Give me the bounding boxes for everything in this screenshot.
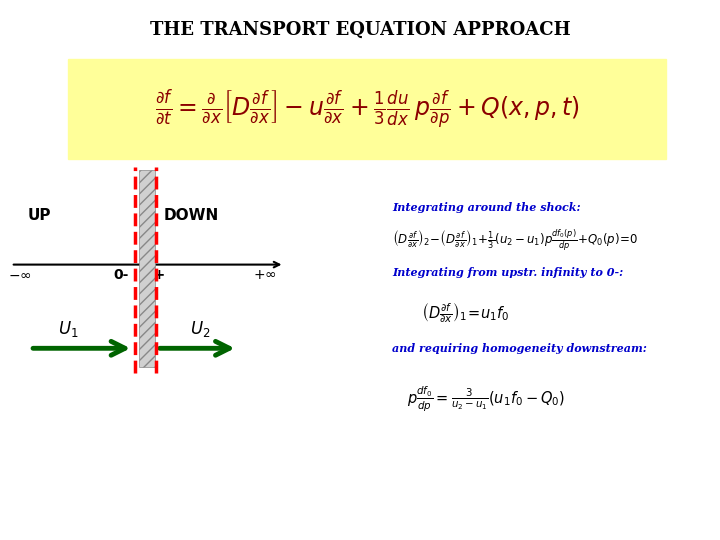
Text: $\frac{\partial f}{\partial t} = \frac{\partial}{\partial x}\left[D\frac{\partia: $\frac{\partial f}{\partial t} = \frac{\… <box>155 89 580 131</box>
Text: $U_1$: $U_1$ <box>58 319 78 340</box>
FancyBboxPatch shape <box>68 59 666 159</box>
Text: DOWN: DOWN <box>163 208 218 224</box>
Text: $U_2$: $U_2$ <box>190 319 210 340</box>
Text: 0-: 0- <box>113 268 129 282</box>
Bar <box>139 170 155 367</box>
Text: 0+: 0+ <box>144 268 166 282</box>
Text: $\left(D\frac{\partial f}{\partial x}\right)_1\!=\!u_1 f_0$: $\left(D\frac{\partial f}{\partial x}\ri… <box>421 301 509 325</box>
Text: UP: UP <box>28 208 51 224</box>
Text: Integrating from upstr. infinity to 0-:: Integrating from upstr. infinity to 0-: <box>392 267 624 278</box>
Text: $-\infty$: $-\infty$ <box>9 268 32 282</box>
Text: THE TRANSPORT EQUATION APPROACH: THE TRANSPORT EQUATION APPROACH <box>150 21 570 39</box>
Text: $p\frac{df_0}{dp} = \frac{3}{u_2 - u_1}\left(u_1 f_0 - Q_0\right)$: $p\frac{df_0}{dp} = \frac{3}{u_2 - u_1}\… <box>407 385 565 414</box>
Text: $+\infty$: $+\infty$ <box>253 268 276 282</box>
Text: and requiring homogeneity downstream:: and requiring homogeneity downstream: <box>392 343 647 354</box>
Text: $\left(D\frac{\partial f}{\partial x}\right)_2\!-\!\left(D\frac{\partial f}{\par: $\left(D\frac{\partial f}{\partial x}\ri… <box>392 227 639 253</box>
Text: Integrating around the shock:: Integrating around the shock: <box>392 202 581 213</box>
